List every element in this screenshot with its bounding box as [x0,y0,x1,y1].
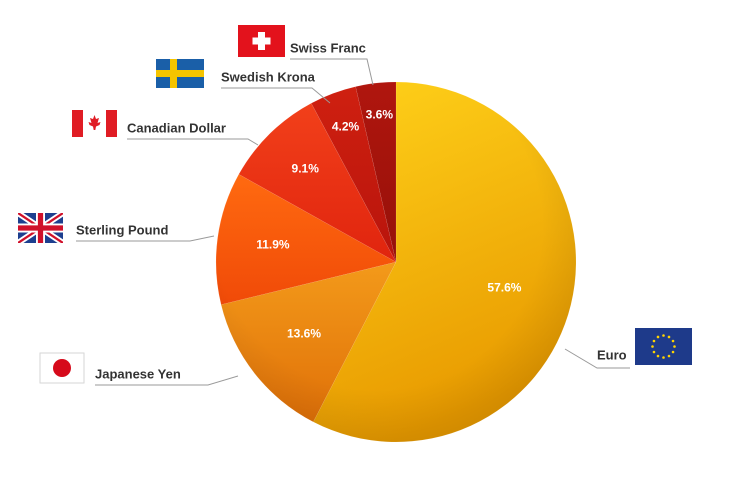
leader-line [95,375,239,386]
category-label: Japanese Yen [95,366,181,381]
switzerland-flag-icon [238,25,285,57]
category-labels: Euro Japanese Yen Sterling Pound Canadian D… [76,40,627,381]
category-label: Swedish Krona [221,69,316,84]
value-label: 3.6% [366,108,394,122]
pie-slices [215,81,577,443]
value-label: 9.1% [292,162,320,176]
leader-lines [76,58,630,386]
category-label: Sterling Pound [76,222,169,237]
leader-line [564,348,630,369]
leader-line [127,138,259,146]
value-labels: 57.6% 13.6% 11.9% 9.1% 4.2% 3.6% [256,108,522,341]
uk-flag-icon [18,213,63,243]
value-label: 11.9% [256,237,290,251]
category-label: Euro [597,347,627,362]
value-label: 57.6% [487,281,521,295]
category-label: Canadian Dollar [127,120,226,135]
japan-flag-icon [39,352,85,384]
value-label: 4.2% [332,119,360,133]
eu-flag-icon [635,328,692,365]
sweden-flag-icon [156,59,204,88]
value-label: 13.6% [287,326,321,340]
canada-flag-icon [72,110,117,137]
leader-line [221,87,331,104]
category-label: Swiss Franc [290,40,366,55]
leader-line [76,235,215,242]
leader-line [290,58,374,86]
